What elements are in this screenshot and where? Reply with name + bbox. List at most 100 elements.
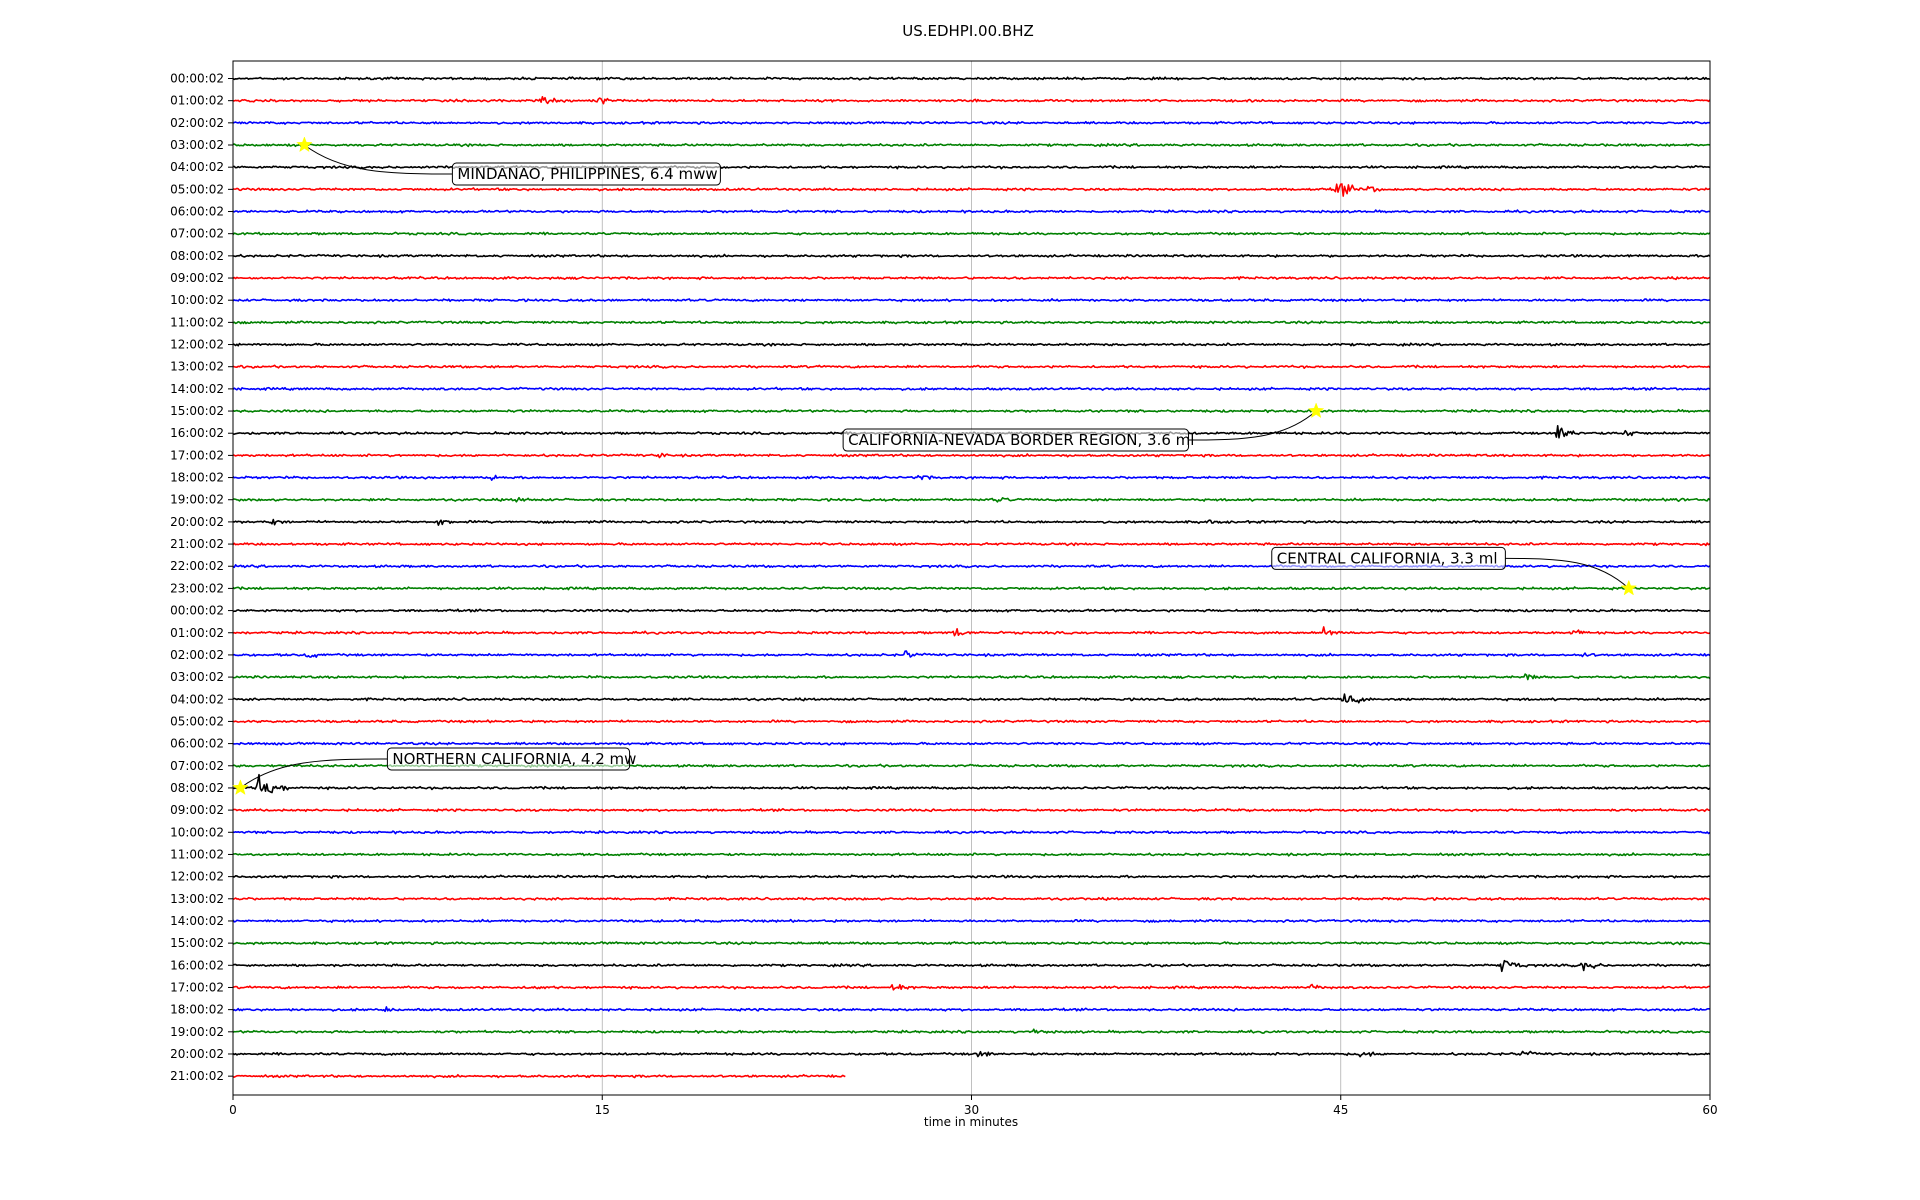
y-tick-label: 15:00:02 — [170, 404, 224, 418]
annotation-label: CENTRAL CALIFORNIA, 3.3 ml — [1277, 549, 1498, 567]
trace-line — [232, 896, 1711, 901]
trace-line — [232, 320, 1711, 325]
y-tick-label: 20:00:02 — [170, 515, 224, 529]
trace-line — [232, 183, 1711, 197]
trace-line — [232, 741, 1711, 746]
annotation-connector — [240, 758, 388, 789]
y-tick-label: 21:00:02 — [170, 537, 224, 551]
y-tick-label: 08:00:02 — [170, 781, 224, 795]
trace-line — [232, 364, 1711, 370]
y-axis-ticks: 00:00:02 01:00:02 02:00:02 03:00:02 04:00:02… — [170, 72, 233, 1083]
trace-line — [232, 342, 1710, 347]
y-tick-label: 14:00:02 — [170, 382, 224, 396]
trace-line — [232, 719, 1711, 724]
trace-line — [232, 386, 1711, 392]
annotation-connector — [304, 144, 453, 175]
annotation-box — [386, 747, 631, 771]
trace-line — [232, 474, 1711, 481]
y-tick-label: 23:00:02 — [170, 581, 224, 595]
y-tick-label: 11:00:02 — [170, 315, 224, 329]
y-tick-label: 04:00:02 — [170, 692, 224, 706]
event-star-icon — [232, 779, 249, 795]
trace-line — [232, 626, 1710, 637]
trace-line — [232, 673, 1711, 681]
annotation-label: MINDANAO, PHILIPPINES, 6.4 mww — [457, 165, 717, 183]
y-tick-label: 05:00:02 — [170, 182, 224, 196]
y-tick-label: 17:00:02 — [170, 980, 224, 994]
trace-line — [232, 298, 1710, 303]
trace-line — [232, 1073, 846, 1079]
x-axis-ticks: 0 15 30 45 60 — [229, 1095, 1718, 1117]
trace-line — [232, 1050, 1711, 1058]
x-tick-label: 30 — [964, 1103, 979, 1117]
y-tick-label: 06:00:02 — [170, 737, 224, 751]
y-tick-label: 12:00:02 — [170, 338, 224, 352]
event-star-icon — [296, 136, 313, 153]
trace-line — [232, 408, 1711, 414]
trace-line — [232, 941, 1711, 946]
trace-line — [232, 586, 1711, 591]
trace-line — [232, 231, 1711, 236]
trace-line — [232, 95, 1711, 105]
y-tick-label: 20:00:02 — [170, 1047, 224, 1061]
annotation-label: NORTHERN CALIFORNIA, 4.2 mw — [392, 750, 636, 768]
trace-line — [232, 452, 1711, 459]
x-axis-label: time in minutes — [924, 1115, 1018, 1129]
y-tick-label: 15:00:02 — [170, 936, 224, 950]
y-tick-label: 12:00:02 — [170, 870, 224, 884]
trace-line — [232, 773, 1711, 794]
seismic-traces — [232, 76, 1711, 1079]
x-tick-label: 45 — [1333, 1103, 1348, 1117]
trace-line — [232, 830, 1711, 835]
y-tick-label: 13:00:02 — [170, 892, 224, 906]
y-tick-label: 10:00:02 — [170, 293, 224, 307]
annotation-box — [1271, 546, 1506, 570]
x-tick-label: 0 — [229, 1103, 237, 1117]
trace-line — [232, 693, 1710, 704]
trace-line — [232, 142, 1711, 148]
trace-line — [232, 542, 1711, 547]
annotation-box — [451, 162, 721, 186]
y-tick-label: 13:00:02 — [170, 360, 224, 374]
y-tick-label: 01:00:02 — [170, 94, 224, 108]
y-tick-label: 01:00:02 — [170, 626, 224, 640]
y-tick-label: 04:00:02 — [170, 160, 224, 174]
y-tick-label: 16:00:02 — [170, 958, 224, 972]
trace-line — [232, 1006, 1710, 1013]
y-tick-label: 05:00:02 — [170, 714, 224, 728]
trace-line — [232, 807, 1710, 813]
y-tick-label: 03:00:02 — [170, 670, 224, 684]
y-tick-label: 11:00:02 — [170, 847, 224, 861]
annotation-label: CALIFORNIA-NEVADA BORDER REGION, 3.6 ml — [848, 431, 1194, 449]
grid-lines — [601, 61, 1342, 1095]
y-tick-label: 07:00:02 — [170, 227, 224, 241]
trace-line — [232, 874, 1710, 879]
y-tick-label: 06:00:02 — [170, 205, 224, 219]
y-tick-label: 02:00:02 — [170, 648, 224, 662]
trace-line — [232, 275, 1711, 281]
trace-line — [232, 253, 1711, 259]
y-tick-label: 16:00:02 — [170, 426, 224, 440]
trace-line — [232, 1028, 1710, 1034]
y-tick-label: 03:00:02 — [170, 138, 224, 152]
y-tick-label: 02:00:02 — [170, 116, 224, 130]
chart-title: US.EDHPI.00.BHZ — [902, 22, 1034, 40]
y-tick-label: 21:00:02 — [170, 1069, 224, 1083]
y-tick-label: 00:00:02 — [170, 604, 224, 618]
y-tick-label: 22:00:02 — [170, 559, 224, 573]
x-tick-label: 60 — [1702, 1103, 1717, 1117]
trace-line — [232, 608, 1710, 613]
trace-line — [232, 76, 1711, 81]
trace-line — [232, 650, 1711, 658]
y-tick-label: 17:00:02 — [170, 448, 224, 462]
y-tick-label: 18:00:02 — [170, 471, 224, 485]
trace-line — [232, 209, 1710, 214]
event-star-icon — [1307, 402, 1325, 419]
trace-line — [232, 120, 1710, 125]
y-tick-label: 00:00:02 — [170, 72, 224, 86]
y-tick-label: 19:00:02 — [170, 493, 224, 507]
trace-line — [232, 496, 1711, 503]
trace-line — [232, 983, 1710, 991]
y-tick-label: 14:00:02 — [170, 914, 224, 928]
